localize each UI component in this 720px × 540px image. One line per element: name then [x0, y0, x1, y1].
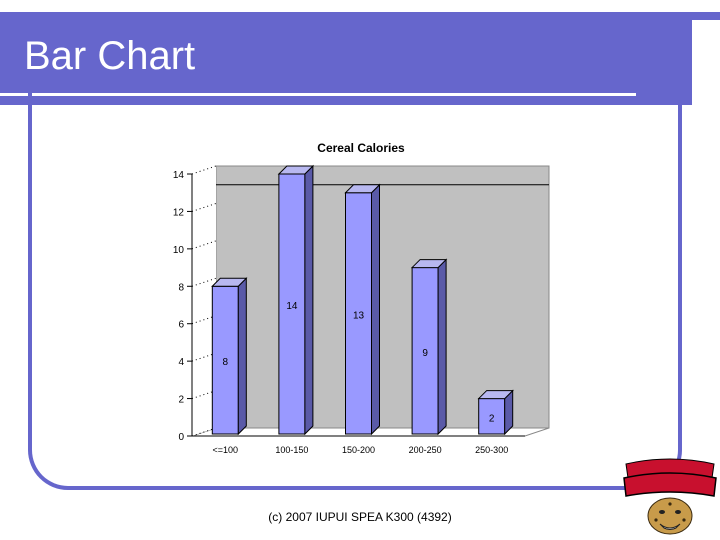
y-tick-connector	[191, 427, 217, 437]
x-tick-label: <=100	[213, 445, 239, 455]
bar-value-label: 8	[223, 357, 229, 368]
y-tick-label: 0	[178, 432, 184, 443]
bar-front	[411, 267, 439, 435]
x-tick-label: 200-250	[409, 445, 442, 455]
y-tick-connector	[191, 390, 217, 400]
bar	[344, 183, 381, 436]
bar-top	[277, 165, 315, 175]
y-tick-label: 6	[178, 320, 184, 331]
footer-text: (c) 2007 IUPUI SPEA K300 (4392)	[268, 510, 452, 524]
plot-back-wall	[215, 165, 550, 429]
bar-value-label: 13	[353, 310, 365, 321]
plot-side-wall	[192, 166, 216, 436]
bar-front	[211, 285, 239, 435]
y-tick-connector	[191, 352, 217, 362]
y-tick-label: 4	[178, 357, 184, 368]
bar-front	[478, 398, 506, 435]
y-tick-label: 14	[173, 170, 185, 181]
bar-value-label: 14	[286, 301, 298, 312]
y-tick-connector	[191, 202, 217, 212]
bar-top	[410, 259, 448, 269]
bars	[211, 164, 514, 436]
bar-value-label: 9	[422, 348, 428, 359]
bar-side	[371, 183, 380, 436]
jaguars-logo	[623, 458, 717, 535]
title-bar-extension	[636, 12, 720, 20]
bar	[410, 258, 448, 436]
bar-side	[304, 164, 314, 436]
y-tick-label: 10	[173, 245, 185, 256]
y-tick-connector	[191, 315, 217, 325]
x-tick-label: 150-200	[342, 445, 375, 455]
bar-side	[237, 277, 247, 436]
slide-frame	[28, 90, 682, 490]
y-tick-connector	[191, 277, 217, 287]
y-axis: 0 2 4 6 8 10 12 14	[173, 165, 525, 443]
y-tick-connector	[191, 240, 217, 250]
y-tick-label: 12	[173, 207, 185, 218]
bar-side	[437, 258, 447, 436]
bar-value-label: 2	[489, 413, 495, 424]
x-tick-label: 100-150	[275, 445, 308, 455]
y-tick-connector	[191, 165, 217, 175]
bar-top	[344, 184, 381, 194]
title-bar	[0, 12, 692, 105]
y-tick-label: 8	[178, 282, 184, 293]
data-labels: 8 14 13 9 2	[223, 301, 495, 424]
x-axis: <=100 100-150 150-200 200-250 250-300	[213, 445, 509, 455]
bar-top	[211, 277, 248, 287]
title-rule	[0, 93, 636, 96]
bar	[211, 277, 248, 436]
y-tick-label: 2	[178, 395, 184, 406]
slide-title: Bar Chart	[24, 34, 196, 78]
chart-title: Cereal Calories	[317, 141, 405, 155]
bar-front	[345, 192, 372, 435]
bar	[477, 389, 514, 436]
bar-top	[477, 390, 514, 400]
x-tick-label: 250-300	[475, 445, 508, 455]
bar	[277, 164, 315, 436]
